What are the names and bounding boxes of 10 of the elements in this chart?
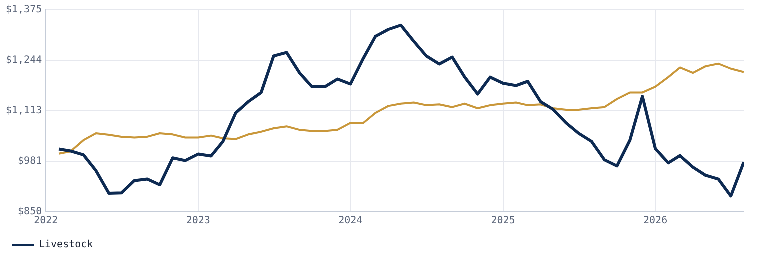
- y-tick-label: $981: [18, 156, 42, 168]
- x-tick-label: 2022: [34, 216, 58, 227]
- x-tick-label: 2024: [338, 216, 363, 227]
- x-tick-label: 2023: [186, 216, 210, 227]
- x-tick-label: 2026: [644, 216, 668, 227]
- y-tick-label: $1,375: [6, 4, 42, 16]
- y-tick-label: $1,244: [6, 55, 42, 66]
- y-tick-label: $1,113: [6, 105, 42, 116]
- x-tick-label: 2025: [491, 216, 516, 227]
- legend-label: Livestock: [39, 240, 94, 251]
